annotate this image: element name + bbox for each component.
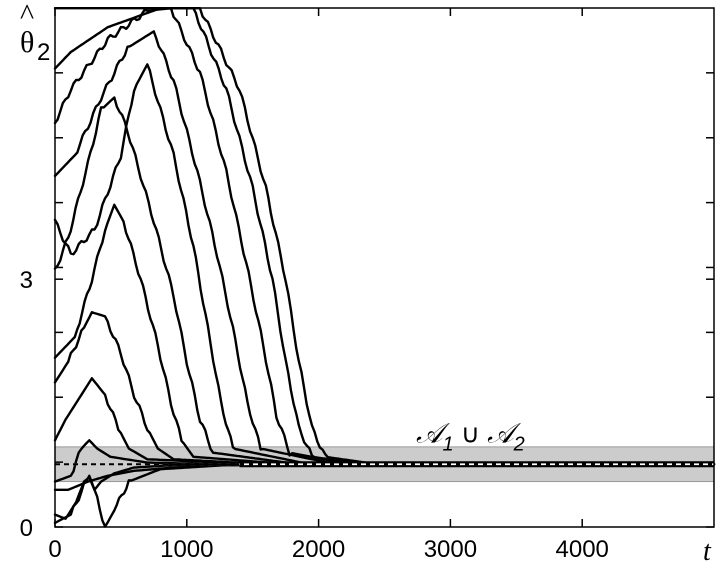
- series-line: [53, 203, 716, 466]
- y-axis-label-accent: ^: [20, 0, 34, 31]
- x-tick-label: 0: [48, 536, 61, 563]
- band-label-sub1: 1: [443, 434, 454, 456]
- y-axis-label: ^ θ 2: [20, 0, 50, 66]
- band-label-union: ∪: [454, 419, 487, 449]
- tick-layer: 0 1000 2000 3000 4000 0 3: [20, 8, 714, 563]
- band-label-sub2: 2: [513, 434, 525, 456]
- x-tick-label: 1000: [160, 536, 213, 563]
- series-line: [53, 96, 716, 466]
- band-label: 𝒜1 ∪ 𝒜2: [416, 419, 525, 456]
- y-axis-label-base: θ: [20, 26, 34, 59]
- x-axis-label: t: [703, 536, 712, 567]
- y-tick-label: 0: [20, 515, 33, 542]
- series-line: [53, 6, 716, 466]
- series-line: [53, 30, 716, 466]
- series-line: [53, 6, 716, 466]
- x-tick-label: 2000: [292, 536, 345, 563]
- series-line: [53, 63, 716, 466]
- series-line: [53, 311, 716, 466]
- x-tick-label: 3000: [424, 536, 477, 563]
- y-axis-label-subscript: 2: [37, 39, 50, 66]
- series-line: [53, 6, 716, 466]
- y-tick-label: 3: [20, 267, 33, 294]
- x-tick-label: 4000: [556, 536, 609, 563]
